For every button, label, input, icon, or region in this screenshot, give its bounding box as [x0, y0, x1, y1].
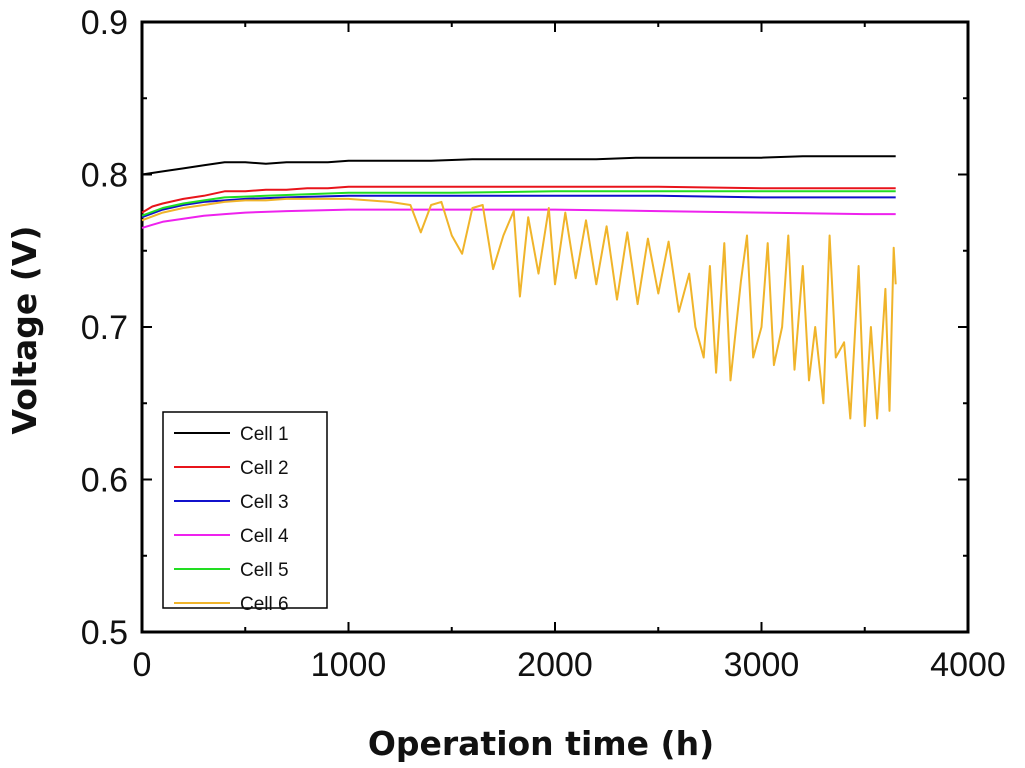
y-tick-label: 0.8 [81, 157, 128, 195]
series-line-cell-5 [141, 190, 896, 217]
y-tick-label: 0.6 [81, 462, 128, 500]
series-line-cell-3 [141, 194, 896, 219]
x-axis-ticks: 0 1000 2000 3000 4000 [133, 22, 1006, 684]
y-axis-title: Voltage (V) [5, 226, 44, 435]
legend-label-cell-5: Cell 5 [240, 560, 289, 581]
series-line-cell-4 [141, 208, 896, 229]
y-axis-ticks: 0.5 0.6 0.7 0.8 0.9 [81, 4, 968, 652]
x-tick-label: 2000 [517, 646, 593, 684]
x-tick-label: 3000 [724, 646, 800, 684]
legend-label-cell-3: Cell 3 [240, 492, 289, 513]
legend-label-cell-2: Cell 2 [240, 458, 289, 479]
y-tick-label: 0.5 [81, 614, 128, 652]
legend-label-cell-1: Cell 1 [240, 424, 289, 445]
x-axis-title: Operation time (h) [368, 724, 714, 763]
series-line-cell-1 [141, 155, 896, 176]
x-tick-label: 1000 [311, 646, 387, 684]
y-tick-label: 0.9 [81, 4, 128, 42]
legend-box [162, 411, 328, 609]
series-line-cell-6 [141, 197, 897, 428]
series-line-cell-2 [141, 185, 896, 214]
series-layer [141, 155, 897, 428]
x-tick-label: 0 [133, 646, 152, 684]
legend-label-cell-6: Cell 6 [240, 594, 289, 615]
y-tick-label: 0.7 [81, 309, 128, 347]
legend: Cell 1 Cell 2 Cell 3 Cell 4 Cell 5 Cell 6 [162, 411, 328, 615]
legend-label-cell-4: Cell 4 [240, 526, 289, 547]
x-tick-label: 4000 [930, 646, 1006, 684]
